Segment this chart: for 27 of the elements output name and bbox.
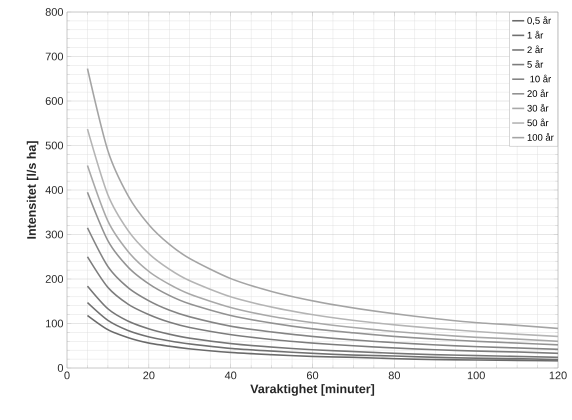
legend-label: 30 år bbox=[527, 104, 548, 112]
legend-label: 100 år bbox=[528, 133, 554, 141]
y-tick-label: 700 bbox=[46, 52, 64, 60]
legend-label: 5 år bbox=[527, 60, 544, 68]
y-tick-label: 300 bbox=[46, 230, 64, 238]
x-tick-label: 80 bbox=[388, 372, 400, 380]
legend-label: 10 år bbox=[530, 74, 552, 82]
y-tick-label: 800 bbox=[46, 8, 64, 16]
legend-label: 20 år bbox=[527, 89, 548, 97]
x-tick-label: 0 bbox=[64, 372, 70, 380]
legend-label: 50 år bbox=[527, 118, 548, 126]
x-tick-label: 40 bbox=[224, 372, 236, 380]
y-axis-title: Intensitet [l/s ha] bbox=[26, 141, 38, 239]
legend-label: 1 år bbox=[528, 30, 544, 39]
x-axis-title: Varaktighet [minuter] bbox=[250, 384, 374, 396]
y-tick-label: 500 bbox=[46, 142, 64, 150]
y-tick-label: 400 bbox=[45, 186, 64, 194]
legend-label: 0,5 år bbox=[527, 16, 552, 26]
y-tick-label: 600 bbox=[46, 97, 64, 105]
x-tick-label: 100 bbox=[468, 372, 485, 380]
y-tick-label: 0 bbox=[58, 364, 64, 372]
y-tick-label: 200 bbox=[46, 275, 64, 283]
y-tick-label: 100 bbox=[46, 320, 64, 328]
x-tick-label: 60 bbox=[306, 372, 318, 380]
x-tick-label: 20 bbox=[143, 372, 154, 380]
legend-label: 2 år bbox=[527, 45, 544, 54]
x-tick-label: 120 bbox=[550, 372, 567, 380]
